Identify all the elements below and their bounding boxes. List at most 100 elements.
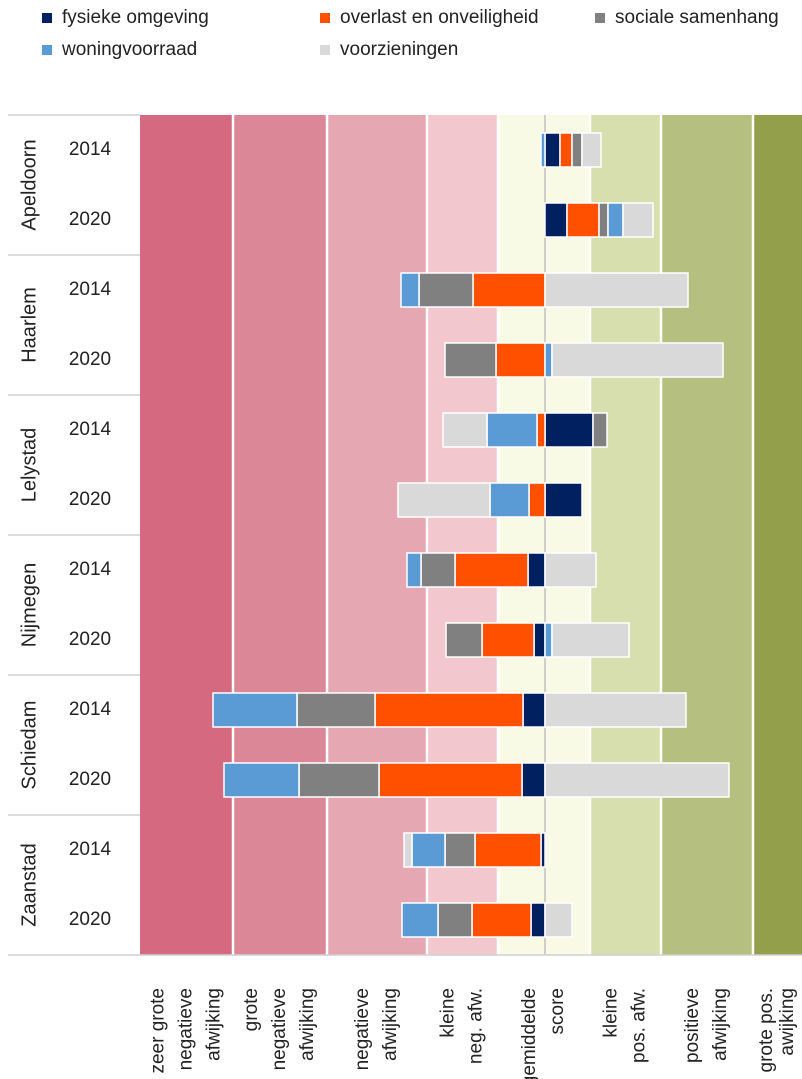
- group-label: Lelystad: [18, 428, 40, 503]
- band-label: zeer grote: [148, 988, 169, 1074]
- band: [661, 115, 753, 955]
- bar-segment: [607, 202, 624, 238]
- band-label: positieve: [682, 988, 703, 1063]
- group-label: Apeldoorn: [18, 139, 40, 230]
- row-label: 2020: [69, 629, 111, 650]
- legend-label: overlast en onveiligheid: [340, 7, 539, 28]
- bar-segment: [528, 482, 546, 518]
- band-label: gemiddelde: [519, 988, 540, 1079]
- bar-segment: [566, 202, 600, 238]
- bar-segment: [559, 132, 573, 168]
- row-label: 2014: [69, 279, 112, 300]
- row-label: 2014: [69, 839, 112, 860]
- bar-segment: [495, 342, 546, 378]
- bar-segment: [444, 342, 497, 378]
- bar-segment: [442, 412, 488, 448]
- legend-swatch: [320, 13, 330, 23]
- bar-segment: [598, 202, 609, 238]
- bar-segment: [378, 762, 523, 798]
- row-label: 2014: [69, 139, 112, 160]
- bar-segment: [471, 902, 532, 938]
- row-label: 2014: [69, 419, 112, 440]
- bar-segment: [544, 552, 597, 588]
- band-label: afwijking: [297, 988, 318, 1061]
- band: [498, 115, 590, 955]
- row-label: 2014: [69, 699, 112, 720]
- bar-segment: [406, 552, 422, 588]
- row-label: 2020: [69, 209, 111, 230]
- bar-segment: [397, 482, 491, 518]
- bar-segment: [544, 342, 553, 378]
- bar-segment: [403, 832, 413, 868]
- bar-segment: [445, 622, 483, 658]
- bar-segment: [544, 412, 594, 448]
- bar-segment: [581, 132, 602, 168]
- legend-label: voorzieningen: [340, 39, 458, 60]
- bar-segment: [530, 902, 546, 938]
- bar-segment: [420, 552, 456, 588]
- bar-segment: [544, 202, 568, 238]
- bar-segment: [418, 272, 474, 308]
- band-label: negatieve: [269, 988, 290, 1070]
- bar-segment: [522, 692, 546, 728]
- band-label: negatieve: [176, 988, 197, 1070]
- group-label: Schiedam: [18, 701, 40, 790]
- legend-swatch: [320, 45, 330, 55]
- bar-segment: [551, 342, 724, 378]
- group-label: Zaanstad: [18, 843, 40, 926]
- legend-label: sociale samenhang: [615, 7, 779, 28]
- band-label: score: [547, 988, 568, 1034]
- bar-segment: [592, 412, 608, 448]
- bar-segment: [527, 552, 546, 588]
- legend-swatch: [42, 13, 52, 23]
- band-label: grote pos.: [756, 988, 777, 1073]
- bar-segment: [411, 832, 446, 868]
- row-label: 2020: [69, 489, 111, 510]
- band-label: grote: [241, 988, 262, 1031]
- band: [233, 115, 327, 955]
- legend-label: fysieke omgeving: [62, 7, 209, 28]
- legend-swatch: [595, 13, 605, 23]
- band-label: negatieve: [352, 988, 373, 1070]
- bar-segment: [437, 902, 473, 938]
- bar-segment: [544, 902, 573, 938]
- bar-segment: [544, 692, 687, 728]
- bar-segment: [551, 622, 630, 658]
- band-label: awijking: [777, 988, 798, 1056]
- bar-segment: [536, 412, 546, 448]
- band: [753, 115, 802, 955]
- bar-segment: [454, 552, 529, 588]
- group-label: Haarlem: [18, 287, 40, 363]
- bar-segment: [486, 412, 538, 448]
- bar-segment: [540, 132, 546, 168]
- band: [140, 115, 233, 955]
- bar-segment: [374, 692, 524, 728]
- bar-segment: [571, 132, 583, 168]
- bar-segment: [472, 272, 546, 308]
- bar-segment: [622, 202, 654, 238]
- band-label: neg. afw.: [466, 988, 487, 1064]
- band-label: pos. afw.: [629, 988, 650, 1063]
- row-label: 2020: [69, 909, 111, 930]
- legend-swatch: [42, 45, 52, 55]
- group-label: Nijmegen: [18, 563, 40, 647]
- bar-segment: [223, 762, 300, 798]
- bar-segment: [544, 762, 730, 798]
- row-label: 2020: [69, 769, 111, 790]
- bar-segment: [544, 482, 583, 518]
- bar-segment: [481, 622, 535, 658]
- bar-segment: [296, 692, 376, 728]
- band: [327, 115, 427, 955]
- bar-segment: [544, 272, 689, 308]
- bar-segment: [489, 482, 530, 518]
- band: [427, 115, 498, 955]
- bar-segment: [298, 762, 380, 798]
- bar-segment: [401, 902, 439, 938]
- band-label: kleine: [438, 988, 459, 1038]
- band-label: afwijking: [710, 988, 731, 1061]
- bar-segment: [474, 832, 542, 868]
- row-label: 2020: [69, 349, 111, 370]
- band-label: kleine: [601, 988, 622, 1038]
- bar-segment: [444, 832, 476, 868]
